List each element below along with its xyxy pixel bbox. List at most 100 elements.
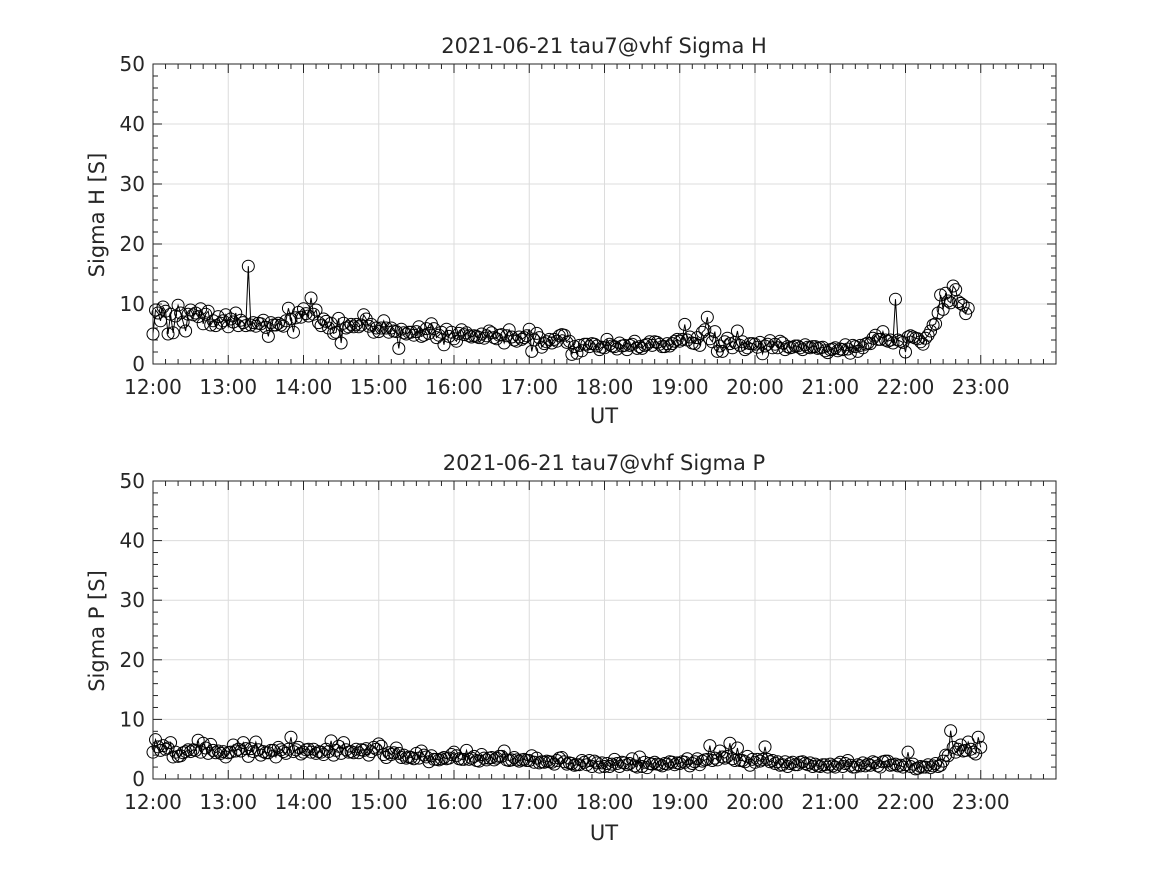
sigma-p-data-point: [447, 745, 461, 759]
sigma-h-data-point: [740, 341, 754, 355]
sigma-h-data-point: [299, 307, 313, 321]
sigma-p-y-tick-label: 30: [120, 588, 145, 612]
sigma-h-data-point: [623, 338, 637, 352]
sigma-p-data-point: [304, 745, 318, 759]
sigma-p-data-point: [695, 754, 709, 768]
sigma-h-data-point: [314, 319, 328, 333]
sigma-p-data-point: [517, 752, 531, 766]
sigma-p-data-point: [806, 759, 820, 773]
sigma-p-x-tick-label: 19:00: [651, 790, 709, 814]
sigma-p-data-point: [888, 757, 902, 771]
sigma-p-data-point: [477, 751, 491, 765]
sigma-h-data-point: [926, 318, 940, 332]
sigma-h-data-point: [211, 310, 225, 324]
sigma-p-data-point: [184, 745, 198, 759]
sigma-p-data-point: [936, 754, 950, 768]
sigma-h-data-point: [873, 332, 887, 346]
sigma-h-y-tick-label: 10: [120, 292, 145, 316]
sigma-h-data-point: [429, 331, 443, 345]
sigma-p-y-tick-label: 0: [132, 767, 145, 791]
sigma-h-data-point: [961, 301, 975, 315]
sigma-h-data-point: [781, 340, 795, 354]
sigma-h-data-point: [309, 303, 323, 317]
sigma-p-data-point: [843, 758, 857, 772]
sigma-p-data-point: [181, 743, 195, 757]
sigma-p-data-point: [708, 751, 722, 765]
sigma-h-data-point: [171, 298, 185, 312]
sigma-h-data-point: [806, 340, 820, 354]
sigma-p-data-point: [374, 739, 388, 753]
sigma-h-data-point: [771, 341, 785, 355]
sigma-h-data-point: [941, 294, 955, 308]
sigma-h-data-point: [279, 314, 293, 328]
sigma-h-data-point: [828, 341, 842, 355]
sigma-h-y-tick-label: 30: [120, 172, 145, 196]
sigma-p-y-axis-label: Sigma P [S]: [85, 570, 109, 692]
sigma-p-data-point: [668, 758, 682, 772]
sigma-p-data-point: [592, 760, 606, 774]
sigma-h-data-point: [196, 317, 210, 331]
sigma-h-data-point: [888, 292, 902, 306]
sigma-h-x-tick-label: 15:00: [350, 375, 408, 399]
sigma-h-data-point: [703, 332, 717, 346]
sigma-h-data-point: [392, 341, 406, 355]
sigma-p-data-point: [239, 742, 253, 756]
sigma-p-data-point: [966, 745, 980, 759]
sigma-p-data-point: [763, 755, 777, 769]
sigma-p-chart-title: 2021-06-21 tau7@vhf Sigma P: [443, 451, 765, 475]
sigma-h-data-point: [708, 325, 722, 339]
sigma-h-data-point: [919, 331, 933, 345]
sigma-p-data-point: [703, 739, 717, 753]
sigma-p-data-point: [582, 754, 596, 768]
sigma-h-data-point: [452, 326, 466, 340]
sigma-p-data-point: [798, 757, 812, 770]
sigma-h-data-point: [462, 329, 476, 343]
sigma-h-y-tick-label: 20: [120, 232, 145, 256]
sigma-p-data-point: [776, 758, 790, 772]
sigma-h-data-point: [954, 296, 968, 310]
sigma-p-data-point: [781, 759, 795, 773]
sigma-p-data-point: [264, 743, 278, 757]
sigma-h-data-point: [545, 336, 559, 350]
sigma-h-data-point: [575, 344, 589, 358]
sigma-h-data-point: [565, 347, 579, 361]
sigma-p-data-point: [700, 752, 714, 766]
sigma-p-data-point: [633, 750, 647, 764]
sigma-p-data-point: [826, 759, 840, 773]
sigma-p-y-tick-label: 50: [120, 469, 145, 493]
sigma-p-data-point: [600, 757, 614, 770]
sigma-p-data-point: [570, 758, 584, 772]
sigma-h-data-point: [788, 339, 802, 353]
sigma-h-x-tick-label: 21:00: [801, 375, 859, 399]
sigma-p-axes-box: [152, 480, 1057, 780]
sigma-h-data-point: [512, 330, 526, 344]
sigma-h-data-point: [379, 321, 393, 335]
sigma-h-x-tick-label: 17:00: [500, 375, 558, 399]
sigma-p-data-point: [219, 750, 233, 764]
sigma-p-data-point: [577, 755, 591, 769]
sigma-h-data-point: [668, 334, 682, 348]
sigma-p-data-point: [347, 746, 361, 760]
sigma-p-data-point: [758, 740, 772, 754]
sigma-h-data-point: [191, 310, 205, 324]
sigma-h-data-point: [319, 314, 333, 328]
sigma-h-data-point: [786, 340, 800, 354]
sigma-h-data-point: [688, 337, 702, 351]
sigma-h-data-point: [693, 338, 707, 352]
sigma-h-data-point: [520, 329, 534, 343]
sigma-p-data-point: [801, 758, 815, 772]
sigma-h-data-point: [241, 259, 255, 273]
sigma-h-data-point: [893, 334, 907, 348]
sigma-h-data-point: [560, 335, 574, 349]
sigma-p-data-point: [256, 745, 270, 759]
sigma-p-data-point: [818, 758, 832, 772]
sigma-h-data-point: [204, 318, 218, 332]
sigma-h-data-point: [357, 308, 371, 322]
sigma-h-data-point: [149, 303, 163, 317]
sigma-h-data-point: [164, 307, 178, 321]
sigma-p-data-point: [189, 743, 203, 757]
sigma-p-data-point: [856, 756, 870, 770]
sigma-p-data-point: [878, 754, 892, 768]
sigma-h-data-point: [472, 331, 486, 345]
sigma-h-data-point: [236, 316, 250, 330]
